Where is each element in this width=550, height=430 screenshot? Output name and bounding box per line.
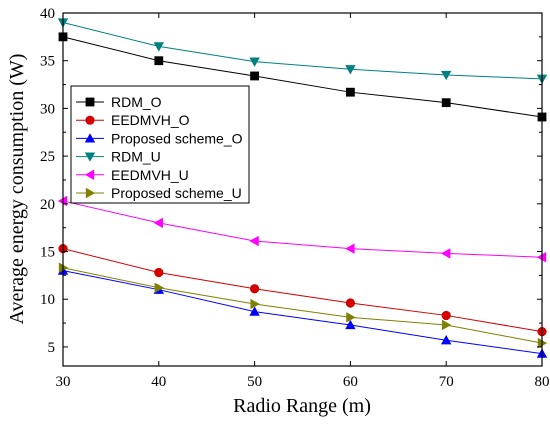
y-tick-label: 40 bbox=[40, 6, 55, 22]
data-point bbox=[345, 298, 355, 308]
x-tick-label: 70 bbox=[439, 374, 454, 390]
legend-label: Proposed scheme_O bbox=[111, 130, 243, 146]
x-axis-title: Radio Range (m) bbox=[233, 395, 371, 417]
data-point bbox=[249, 306, 260, 316]
series-EEDMVH_O bbox=[58, 244, 547, 337]
y-tick-label: 5 bbox=[48, 340, 56, 356]
series-line bbox=[62, 267, 543, 344]
ticks-layer: 30 40 50 60 70 80 5 10 15 20 25 30 35 40 bbox=[40, 6, 550, 390]
legend-item: EEDMVH_U bbox=[76, 167, 189, 183]
data-point bbox=[441, 98, 451, 108]
data-point bbox=[345, 65, 356, 75]
data-point bbox=[346, 312, 356, 323]
legend-marker bbox=[84, 169, 95, 180]
data-point bbox=[346, 87, 355, 97]
legend-marker bbox=[84, 133, 96, 143]
series-line bbox=[62, 36, 543, 118]
series-line bbox=[62, 22, 543, 80]
x-tick-label: 60 bbox=[343, 374, 358, 390]
x-tick-label: 50 bbox=[247, 374, 262, 390]
legend-label: EEDMVH_O bbox=[111, 112, 190, 128]
data-point bbox=[441, 335, 452, 345]
data-point bbox=[441, 310, 451, 321]
legend-label: RDM_U bbox=[111, 149, 161, 165]
y-axis-title: Average energy consumption (W) bbox=[6, 54, 28, 325]
series-line bbox=[62, 248, 543, 333]
y-tick-label: 20 bbox=[40, 197, 55, 213]
series-layer bbox=[57, 18, 548, 358]
legend-label: RDM_O bbox=[111, 94, 162, 110]
plot-frame bbox=[62, 12, 543, 367]
legend-label: EEDMVH_U bbox=[111, 167, 189, 183]
data-point bbox=[250, 71, 259, 81]
data-point bbox=[250, 298, 260, 310]
data-point bbox=[250, 284, 260, 294]
data-point bbox=[249, 235, 259, 247]
data-point bbox=[249, 57, 260, 67]
y-tick-label: 10 bbox=[40, 292, 55, 308]
data-point bbox=[153, 42, 164, 52]
y-tick-label: 30 bbox=[40, 101, 55, 117]
x-tick-label: 80 bbox=[535, 374, 550, 390]
x-tick-label: 30 bbox=[56, 374, 71, 390]
legend-marker bbox=[85, 97, 95, 107]
legend-item: Proposed scheme_O bbox=[76, 130, 243, 146]
legend-label: Proposed scheme_U bbox=[111, 185, 242, 201]
x-tick-label: 40 bbox=[151, 374, 166, 390]
data-point bbox=[442, 319, 452, 331]
legend-box bbox=[70, 85, 250, 204]
legend-item: RDM_U bbox=[76, 149, 161, 165]
legend-marker bbox=[85, 187, 96, 199]
legend-marker bbox=[85, 115, 95, 125]
data-point bbox=[154, 282, 164, 293]
legend-item: RDM_O bbox=[76, 94, 162, 110]
data-point bbox=[441, 248, 451, 259]
y-tick-label: 25 bbox=[40, 149, 55, 165]
data-point bbox=[345, 243, 355, 254]
y-tick-label: 15 bbox=[40, 245, 55, 261]
series-line bbox=[62, 270, 543, 355]
legend-item: EEDMVH_O bbox=[76, 112, 190, 128]
legend-item: Proposed scheme_U bbox=[76, 185, 242, 201]
data-point bbox=[441, 70, 452, 81]
data-point bbox=[153, 217, 163, 229]
data-point bbox=[154, 267, 164, 278]
y-tick-label: 35 bbox=[40, 54, 55, 70]
data-point bbox=[345, 319, 356, 330]
legend: RDM_O EEDMVH_O Proposed scheme_O RDM_U EEDMV… bbox=[70, 85, 250, 204]
series-line bbox=[62, 200, 543, 258]
legend-marker bbox=[84, 152, 96, 162]
data-point bbox=[154, 56, 164, 66]
